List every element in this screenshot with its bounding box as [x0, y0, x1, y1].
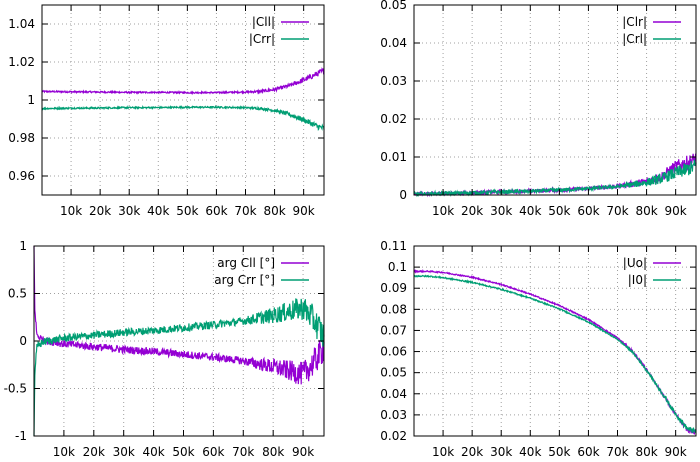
x-tick-label: 10k	[60, 204, 82, 218]
plot-panel-1: 10k 20k 30k 40k 50k 60k 70k 80k 90k 0.96 0.98 1 1.02…	[8, 4, 325, 218]
x-tick-label: 90k	[665, 204, 687, 218]
x-tick-label: 70k	[232, 445, 254, 459]
plot-panel-4: 10k 20k 30k 40k 50k 60k 70k 80k 90k 0.02 0.03 0.04 0…	[380, 239, 697, 459]
x-tick-label: 40k	[519, 204, 541, 218]
x-tick-label: 80k	[262, 445, 284, 459]
x-tick-label: 90k	[293, 204, 315, 218]
plot-frame	[413, 245, 697, 437]
y-tick-label: 0.02	[380, 112, 407, 126]
x-tick-label: 40k	[519, 445, 541, 459]
legend-label: |Uo|	[623, 256, 647, 270]
y-tick-label: 1.04	[8, 17, 35, 31]
y-tick-label: 0.07	[380, 323, 407, 337]
x-tick-label: 80k	[635, 204, 657, 218]
x-tick-label: 90k	[292, 445, 314, 459]
y-tick-label: 0.5	[8, 287, 27, 301]
x-tick-label: 70k	[606, 445, 628, 459]
plot-frame	[413, 4, 697, 196]
y-tick-label: 0.05	[380, 366, 407, 380]
y-tick-label: 0	[399, 188, 407, 202]
series-line-2	[33, 298, 325, 437]
y-tick-label: 0.01	[380, 150, 407, 164]
plot-frame	[41, 4, 325, 196]
series-line-1	[33, 245, 325, 385]
y-tick-label: 0.04	[380, 36, 407, 50]
legend-label: |Cll|	[252, 15, 275, 29]
y-tick-label: 0.98	[8, 131, 35, 145]
y-tick-label: 0.11	[380, 239, 407, 253]
plot-panel-2: 10k 20k 30k 40k 50k 60k 70k 80k 90k 0 0.01 0.02 0.03…	[380, 0, 697, 218]
x-tick-label: 30k	[113, 445, 135, 459]
x-tick-label: 20k	[89, 204, 111, 218]
y-tick-label: 0.03	[380, 408, 407, 422]
legend-label: arg Crr [°]	[214, 273, 275, 287]
y-tick-label: 0.02	[380, 429, 407, 443]
x-tick-label: 50k	[548, 204, 570, 218]
y-tick-label: -0.5	[4, 382, 27, 396]
y-tick-label: 0.96	[8, 169, 35, 183]
series-line-2	[41, 104, 325, 132]
y-tick-label: 1	[19, 239, 27, 253]
legend-label: |Clr|	[622, 15, 647, 29]
series-line-2	[413, 274, 697, 434]
y-tick-label: 0	[19, 334, 27, 348]
series-line-2	[413, 159, 697, 198]
x-tick-label: 30k	[490, 204, 512, 218]
y-tick-label: 0.03	[380, 74, 407, 88]
x-tick-label: 50k	[172, 445, 194, 459]
series-line-1	[413, 268, 697, 435]
x-tick-label: 10k	[432, 204, 454, 218]
y-tick-label: 0.08	[380, 302, 407, 316]
x-tick-label: 20k	[461, 204, 483, 218]
x-tick-label: 60k	[577, 204, 599, 218]
x-tick-label: 30k	[490, 445, 512, 459]
x-tick-label: 60k	[577, 445, 599, 459]
y-tick-label: 0.04	[380, 387, 407, 401]
x-tick-label: 40k	[142, 445, 164, 459]
y-tick-label: 0.09	[380, 281, 407, 295]
x-tick-label: 10k	[432, 445, 454, 459]
y-tick-label: 1.02	[8, 55, 35, 69]
legend-label: |I0|	[628, 273, 647, 287]
legend-label: |Crr|	[249, 32, 275, 46]
plot-panel-3: 10k 20k 30k 40k 50k 60k 70k 80k 90k -1 -0.5 0 0.5 1 ar…	[4, 239, 325, 459]
x-tick-label: 80k	[263, 204, 285, 218]
y-tick-label: 0.06	[380, 345, 407, 359]
x-tick-label: 10k	[53, 445, 75, 459]
x-tick-label: 20k	[83, 445, 105, 459]
legend-label: arg Cll [°]	[217, 256, 275, 270]
series-line-1	[41, 67, 325, 96]
x-tick-label: 30k	[118, 204, 140, 218]
x-tick-label: 70k	[234, 204, 256, 218]
x-tick-label: 80k	[635, 445, 657, 459]
y-tick-label: 0.1	[388, 260, 407, 274]
x-tick-label: 50k	[176, 204, 198, 218]
x-tick-label: 70k	[606, 204, 628, 218]
x-tick-label: 90k	[665, 445, 687, 459]
x-tick-label: 60k	[205, 204, 227, 218]
y-tick-label: 0.05	[380, 0, 407, 12]
x-tick-label: 60k	[202, 445, 224, 459]
x-tick-label: 40k	[147, 204, 169, 218]
y-tick-label: 1	[27, 93, 35, 107]
x-tick-label: 50k	[548, 445, 570, 459]
x-tick-label: 20k	[461, 445, 483, 459]
legend-label: |Crl|	[622, 32, 647, 46]
y-tick-label: -1	[15, 429, 27, 443]
